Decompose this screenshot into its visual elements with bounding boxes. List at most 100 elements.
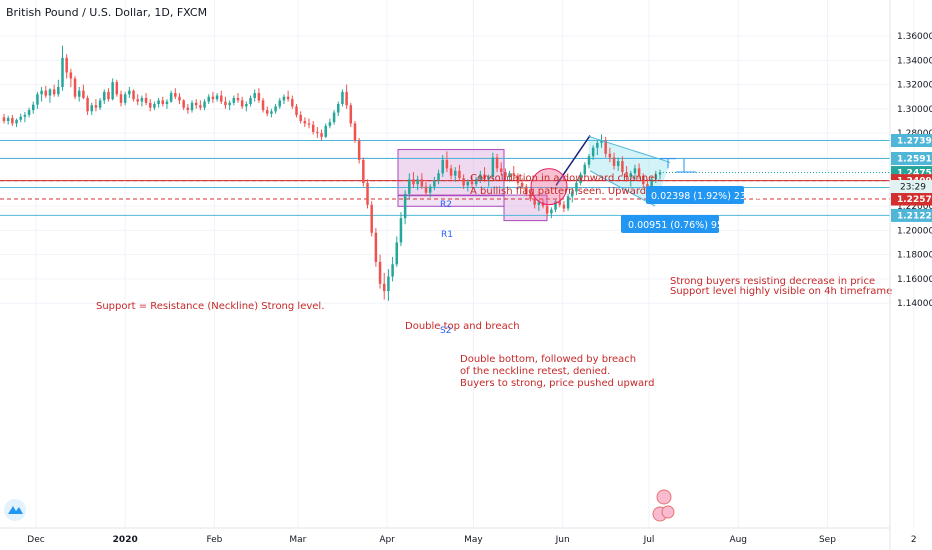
price-tick-label: 1.16000 — [897, 275, 932, 285]
candle-body — [236, 97, 240, 101]
candle-body — [337, 104, 340, 113]
candle-body — [261, 100, 265, 111]
measure-callout-1[interactable]: 0.02398 (1.92%) 239.8 — [646, 186, 761, 204]
level-price-tag — [891, 151, 932, 165]
candle-body — [382, 283, 386, 292]
candle-body — [395, 242, 399, 265]
candle-body — [554, 201, 557, 210]
candle-body — [571, 191, 574, 197]
candle-body — [545, 206, 549, 214]
candle-body — [57, 87, 60, 95]
candle-body — [207, 96, 210, 102]
candle-body — [211, 96, 215, 100]
level-price-tag — [891, 192, 932, 206]
candle-body — [153, 104, 156, 108]
candle-body — [412, 179, 415, 185]
price-levels — [0, 140, 890, 216]
candle-body — [637, 168, 641, 176]
candle-body — [182, 100, 185, 108]
time-tick-label: Jul — [643, 535, 655, 545]
double-bottom-annotation-line2: of the neckline retest, denied. — [460, 366, 610, 377]
candle-body — [140, 97, 144, 102]
time-tick-label: 2 — [911, 535, 917, 545]
support-annotation: Support = Resistance (Neckline) Strong l… — [96, 301, 324, 312]
candle-body — [466, 181, 470, 186]
level-price-tag — [891, 208, 932, 222]
time-tick-label: May — [464, 535, 483, 545]
candle-body — [562, 204, 566, 209]
level-price-tag-text: 1.22577 — [897, 195, 932, 205]
time-tick-label: Aug — [729, 535, 747, 545]
measure-callout-2-text: 0.00951 (0.76%) 95.1 — [628, 220, 732, 231]
candle-body — [82, 90, 85, 98]
candle-body — [332, 112, 336, 123]
candle-body — [69, 72, 73, 79]
event-markers-icon[interactable] — [652, 489, 675, 522]
candle-body — [408, 179, 411, 194]
candle-body — [445, 159, 449, 169]
candle-body — [387, 276, 390, 292]
channel-upper-line[interactable] — [587, 135, 671, 163]
candle-body — [504, 172, 507, 177]
candle-body — [203, 101, 206, 108]
channel-lower-line[interactable] — [589, 170, 656, 207]
candle-body — [295, 106, 298, 115]
candle-body — [525, 186, 528, 194]
candle-body — [625, 172, 628, 177]
time-axis[interactable]: Dec 2020 Feb Mar Apr May Jun Jul Aug Sep 2 — [27, 535, 916, 545]
candle-body — [654, 174, 658, 180]
candle-body — [278, 100, 282, 107]
candle-body — [224, 101, 227, 106]
candle-body — [316, 131, 319, 134]
candle-body — [516, 175, 520, 183]
candle-body — [136, 99, 139, 102]
candle-body — [94, 105, 98, 108]
candle-body — [324, 125, 327, 137]
double-bottom-annotation-line3: Buyers to strong, price pushed upward — [460, 378, 654, 389]
candle-body — [399, 218, 403, 243]
candle-body — [52, 89, 56, 95]
candle-body — [537, 202, 541, 205]
candle-body — [320, 133, 323, 137]
candle-body — [240, 100, 244, 107]
candle-body — [454, 170, 457, 176]
candle-body — [220, 95, 223, 102]
candle-body — [107, 91, 110, 100]
level-price-tag-text: 1.24759 — [897, 169, 932, 179]
candle-body — [178, 96, 181, 101]
price-tick-label: 1.20000 — [897, 226, 932, 236]
countdown-tag-text: 23:29 — [900, 183, 926, 193]
candle-body — [541, 202, 545, 207]
candle-body — [23, 114, 27, 117]
breakout-circle[interactable] — [530, 168, 568, 206]
r2-label: R2 — [440, 200, 452, 210]
level-price-tag-text: 1.21228 — [897, 211, 932, 221]
candle-body — [612, 157, 616, 166]
candle-body — [90, 105, 93, 112]
candle-body — [111, 82, 114, 100]
time-tick-label: Sep — [819, 535, 836, 545]
candle-body — [61, 57, 64, 88]
candle-body — [174, 93, 177, 97]
buyers-annotation-line1: Strong buyers resisting decrease in pric… — [670, 276, 875, 287]
candle-body — [228, 102, 231, 106]
candle-body — [291, 99, 294, 107]
price-tick-label: 1.36000 — [897, 32, 932, 42]
candle-body — [416, 179, 419, 185]
candle-body — [362, 159, 365, 183]
trend-line[interactable] — [555, 135, 591, 186]
candle-body — [608, 153, 612, 158]
candle-body — [483, 174, 486, 180]
grid — [0, 0, 915, 528]
candle-body — [253, 93, 256, 98]
candle-body — [86, 97, 89, 112]
candle-body — [495, 157, 499, 169]
candle-body — [328, 122, 332, 126]
countdown-tag — [891, 180, 932, 194]
measure-callout-2[interactable]: 0.00951 (0.76%) 95.1 — [621, 215, 732, 233]
candle-body — [194, 102, 198, 106]
tradingview-logo-icon[interactable] — [4, 499, 26, 521]
candle-body — [437, 173, 440, 181]
candle-body — [458, 170, 461, 179]
